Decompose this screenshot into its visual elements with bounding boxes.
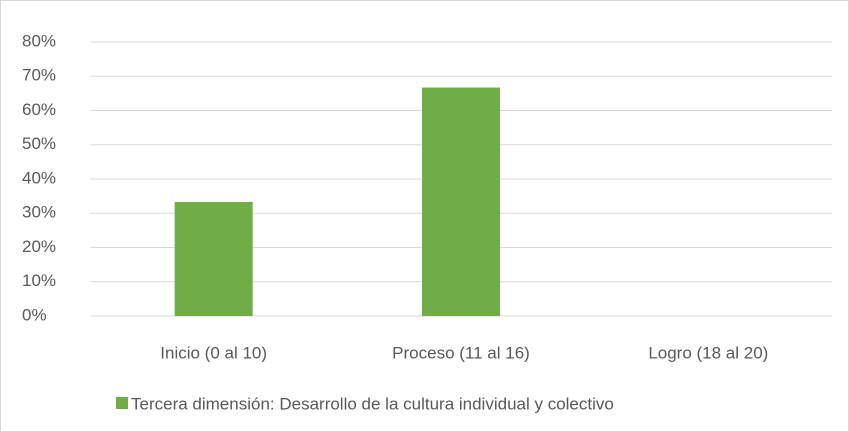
y-tick-label: 20% <box>22 237 56 256</box>
y-tick-label: 10% <box>22 271 56 290</box>
bar <box>422 87 500 317</box>
y-tick-label: 50% <box>22 134 56 153</box>
x-tick-label: Logro (18 al 20) <box>648 343 768 362</box>
y-tick-label: 70% <box>22 66 56 85</box>
y-tick-label: 80% <box>22 31 56 50</box>
x-tick-label: Proceso (11 al 16) <box>392 343 530 362</box>
x-tick-label: Inicio (0 al 10) <box>160 343 267 362</box>
y-tick-label: 40% <box>22 168 56 187</box>
y-tick-label: 60% <box>22 100 56 119</box>
y-tick-label: 30% <box>22 203 56 222</box>
bar <box>174 201 253 316</box>
legend-label: Tercera dimensión: Desarrollo de la cult… <box>131 394 614 413</box>
legend-swatch <box>116 397 128 409</box>
y-tick-label: 0% <box>22 305 47 324</box>
